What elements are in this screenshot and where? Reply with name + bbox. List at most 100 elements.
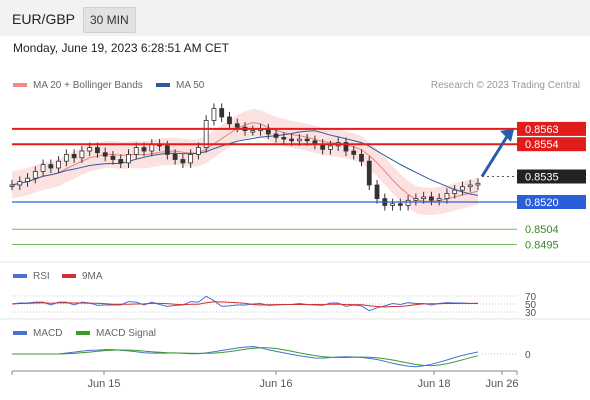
candle-body [164, 145, 170, 155]
candle-body [32, 170, 38, 179]
candle-body [126, 153, 131, 164]
projection-arrowhead [500, 128, 514, 142]
credit-text: Research © 2023 Trading Central [430, 80, 580, 91]
candle-body [102, 152, 108, 157]
resistance-1-label: 0.8563 [525, 124, 559, 136]
resistance-2-tag [517, 137, 586, 152]
chart-panel [0, 36, 590, 400]
legend-rsi: RSI [13, 271, 50, 282]
x-tick-label: Jun 18 [417, 378, 450, 390]
current-price-label: 0.8535 [525, 172, 559, 184]
candle-body [366, 160, 372, 186]
legend-swatch [76, 331, 90, 336]
candle-body [141, 147, 147, 152]
legend-macd-signal: MACD Signal [76, 328, 156, 339]
candle-body [413, 198, 419, 201]
timeframe-button[interactable]: 30 MIN [83, 7, 136, 33]
candle-body [289, 138, 295, 142]
candle-body [359, 153, 364, 162]
support-3-label: 0.8495 [525, 240, 559, 252]
projection-arrow [480, 134, 510, 178]
candle-body [211, 108, 217, 121]
legend-swatch [13, 83, 27, 88]
resistance-2-label: 0.8554 [525, 139, 559, 151]
support-1-tag [517, 195, 586, 209]
x-tick-label: Jun 15 [87, 378, 120, 390]
legend-9ma: 9MA [62, 271, 103, 282]
header-bar: EUR/GBP 30 MIN [0, 0, 590, 36]
candle-body [234, 123, 240, 128]
candle-body [56, 160, 61, 169]
legend-swatch [62, 274, 76, 279]
candle-body [17, 181, 23, 186]
rsi-tick: 30 [525, 308, 537, 319]
candle-body [40, 164, 46, 172]
candle-body [397, 203, 403, 206]
symbol-label: EUR/GBP [12, 11, 76, 27]
macd-line [12, 345, 479, 368]
candle-body [304, 138, 310, 142]
legend-swatch [13, 274, 27, 279]
candle-body [460, 186, 465, 191]
candle-body [118, 159, 124, 164]
candle-body [9, 184, 15, 187]
candle-body [405, 199, 411, 206]
current-price-tag [517, 169, 586, 184]
candle-body [281, 136, 287, 140]
candle-body [351, 150, 357, 155]
candle-body [79, 150, 85, 159]
candle-body [87, 147, 93, 152]
candle-body [25, 177, 30, 182]
legend-swatch [13, 331, 27, 336]
candle-body [71, 153, 77, 159]
legend-ma50: MA 50 [156, 80, 204, 91]
candle-body [452, 189, 458, 194]
candle-body [48, 164, 54, 169]
legend-label: MACD [33, 328, 63, 339]
candle-body [227, 116, 232, 125]
candle-body [172, 153, 178, 160]
resistance-1-tag [517, 121, 586, 136]
candle-body [328, 145, 333, 150]
legend-label: 9MA [82, 271, 103, 282]
ma50-line [11, 130, 479, 196]
legend-label: MA 50 [176, 80, 205, 91]
candle-body [180, 159, 186, 164]
candle-body [203, 120, 209, 149]
candle-body [436, 198, 442, 201]
legend-label: RSI [33, 271, 50, 282]
macd-signal-line [12, 347, 479, 367]
x-tick-label: Jun 16 [259, 378, 292, 390]
candle-body [219, 108, 225, 118]
candle-body [250, 130, 256, 133]
x-tick-label: Jun 26 [485, 378, 518, 390]
rsi-9ma-line [11, 301, 479, 308]
candle-body [374, 184, 380, 200]
candle-body [296, 138, 302, 142]
support-1-label: 0.8520 [525, 197, 559, 209]
candle-body [343, 142, 349, 152]
candle-body [63, 153, 69, 162]
candle-body [133, 147, 139, 155]
candle-body [428, 196, 434, 201]
legend-macd: MACD [13, 328, 62, 339]
candle-body [95, 147, 100, 154]
candle-body [390, 203, 395, 206]
rsi-tick: 50 [525, 300, 537, 311]
macd-tick: 0 [525, 350, 531, 361]
support-2-label: 0.8504 [525, 224, 559, 236]
rsi-tick: 70 [525, 292, 537, 303]
candle-body [149, 143, 155, 152]
candle-body [110, 155, 116, 160]
legend-label: MACD Signal [96, 328, 157, 339]
candle-body [421, 196, 427, 199]
datetime-label: Monday, June 19, 2023 6:28:51 AM CET [13, 41, 229, 55]
candle-body [195, 147, 201, 155]
candle-body [188, 153, 194, 164]
legend-label: MA 20 + Bollinger Bands [33, 80, 143, 91]
candle-body [444, 193, 450, 199]
candle-body [273, 133, 279, 138]
legend-swatch [156, 83, 170, 88]
candle-body [467, 184, 473, 188]
